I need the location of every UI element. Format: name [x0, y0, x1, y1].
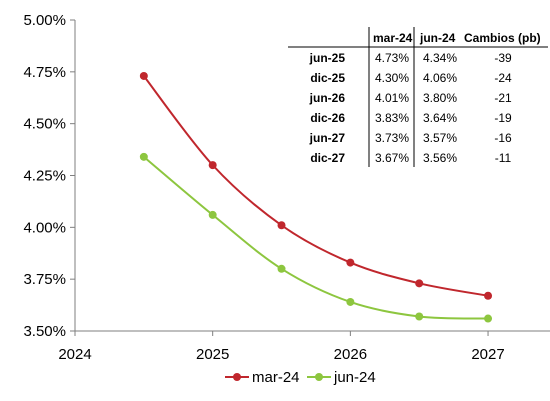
table-cell: 3.64% — [423, 111, 457, 125]
y-tick-label: 5.00% — [23, 12, 66, 29]
table-cell: -16 — [494, 131, 512, 145]
table-cell: -21 — [494, 91, 512, 105]
table-row-label: dic-26 — [310, 111, 345, 125]
data-point-mar-24 — [277, 221, 286, 230]
data-point-jun-24 — [208, 210, 217, 219]
data-point-mar-24 — [484, 291, 493, 300]
table-header-cell: mar-24 — [373, 31, 413, 45]
table-cell: -39 — [494, 51, 512, 65]
y-tick-label: 4.25% — [23, 168, 66, 185]
series-line-mar-24 — [143, 75, 489, 297]
legend: mar-24 jun-24 — [225, 369, 376, 386]
table-row-label: jun-25 — [309, 51, 346, 65]
x-tick-label: 2026 — [334, 346, 367, 363]
legend-marker-jun-24 — [315, 373, 323, 381]
table-cell: 3.56% — [423, 151, 457, 165]
data-point-jun-24 — [277, 264, 286, 273]
y-tick-label: 4.75% — [23, 64, 66, 81]
data-point-jun-24 — [346, 297, 355, 306]
series-line-jun-24 — [143, 156, 489, 320]
data-table: mar-24 jun-24 Cambios (pb) jun-25 4.73% 4.34%… — [288, 27, 548, 167]
x-tick-label: 2027 — [471, 346, 504, 363]
data-point-mar-24 — [208, 161, 217, 170]
table-row-label: dic-27 — [310, 151, 345, 165]
x-tick-label: 2025 — [196, 346, 229, 363]
y-tick-label: 4.00% — [23, 219, 66, 236]
table-cell: -11 — [495, 151, 512, 165]
table-row-label: jun-27 — [309, 131, 346, 145]
axes: 3.50% 3.75% 4.00% 4.25% 4.50% 4.75% 5.00% 2024 2… — [23, 12, 550, 363]
table-cell: 3.57% — [423, 131, 457, 145]
table-cell: 4.01% — [375, 91, 409, 105]
table-row-label: dic-25 — [310, 71, 345, 85]
data-point-mar-24 — [346, 258, 355, 267]
data-point-jun-24 — [139, 152, 148, 161]
table-header-cell: Cambios (pb) — [464, 31, 541, 45]
data-point-jun-24 — [484, 314, 493, 323]
table-cell: -19 — [494, 111, 512, 125]
table-cell: 4.34% — [423, 51, 457, 65]
legend-marker-mar-24 — [233, 373, 241, 381]
table-cell: -24 — [494, 71, 512, 85]
data-point-mar-24 — [415, 279, 424, 288]
x-tick-label: 2024 — [58, 346, 91, 363]
legend-label-jun-24: jun-24 — [333, 369, 376, 386]
table-cell: 3.83% — [375, 111, 409, 125]
y-tick-label: 3.50% — [23, 323, 66, 340]
data-point-jun-24 — [415, 312, 424, 321]
table-cell: 4.06% — [423, 71, 457, 85]
table-cell: 3.67% — [375, 151, 409, 165]
data-point-mar-24 — [139, 71, 148, 80]
table-cell: 4.73% — [375, 51, 409, 65]
legend-label-mar-24: mar-24 — [252, 369, 300, 386]
table-row-label: jun-26 — [309, 91, 346, 105]
table-cell: 3.80% — [423, 91, 457, 105]
series-layer — [139, 71, 493, 323]
y-tick-label: 4.50% — [23, 116, 66, 133]
table-header-cell: jun-24 — [419, 31, 456, 45]
y-tick-label: 3.75% — [23, 271, 66, 288]
table-cell: 3.73% — [375, 131, 409, 145]
table-cell: 4.30% — [375, 71, 409, 85]
